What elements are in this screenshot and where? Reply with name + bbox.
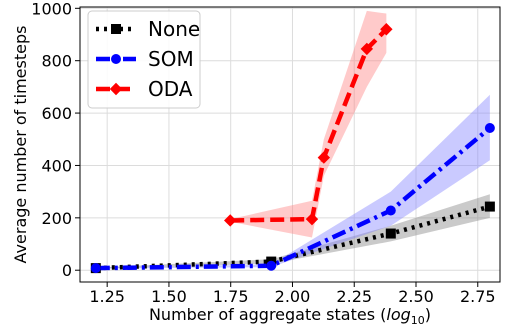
y-tick-label-4: 800 xyxy=(41,52,72,71)
point-som-2 xyxy=(385,205,396,216)
point-oda-0 xyxy=(224,214,237,227)
y-axis-label: Average number of timesteps xyxy=(11,26,30,264)
x-axis-label-unit-sub: 10 xyxy=(411,314,425,326)
legend-marker-oda xyxy=(109,82,123,96)
point-oda-4 xyxy=(380,23,393,36)
legend-label-som: SOM xyxy=(148,47,194,71)
x-axis-label-paren-close: ) xyxy=(425,305,431,324)
y-tick-label-2: 400 xyxy=(41,156,72,175)
band-som xyxy=(95,94,490,269)
y-tick-label-3: 600 xyxy=(41,104,72,123)
series-markers xyxy=(90,23,495,274)
point-oda-2 xyxy=(317,151,331,164)
y-tick-label-1: 200 xyxy=(41,209,72,228)
x-axis-label-unit-base: log xyxy=(386,305,410,324)
x-tick-label-3: 2.00 xyxy=(275,287,311,306)
point-som-1 xyxy=(266,260,277,271)
line-oda xyxy=(230,27,388,223)
x-axis-label-paren-open: ( xyxy=(380,305,386,324)
x-tick-label-1: 1.50 xyxy=(151,287,187,306)
legend-label-none: None xyxy=(148,17,200,41)
point-none-2 xyxy=(385,228,396,239)
legend-marker-som xyxy=(111,54,121,64)
line-som xyxy=(95,126,492,271)
x-axis-label-main: Number of aggregate states xyxy=(149,305,375,324)
point-none-3 xyxy=(484,201,495,212)
point-oda-1 xyxy=(305,212,319,226)
legend-marker-none xyxy=(111,24,121,34)
point-som-3 xyxy=(484,123,495,133)
plot-frame xyxy=(79,6,501,283)
band-oda xyxy=(230,10,387,238)
x-tick-label-0: 1.25 xyxy=(89,287,125,306)
x-tick-label-4: 2.25 xyxy=(336,287,372,306)
x-axis-label: Number of aggregate states (log10) xyxy=(149,305,431,326)
x-ticks: 1.25 1.50 1.75 2.00 2.25 2.50 2.75 xyxy=(89,282,496,306)
x-tick-label-6: 2.75 xyxy=(460,287,496,306)
y-tick-label-5: 1000 xyxy=(31,0,72,18)
point-som-0 xyxy=(90,263,101,274)
legend-label-oda: ODA xyxy=(148,77,193,101)
y-ticks: 0 200 400 600 800 1000 xyxy=(31,0,80,280)
point-oda-3 xyxy=(360,42,374,56)
x-tick-label-5: 2.50 xyxy=(398,287,434,306)
x-tick-label-2: 1.75 xyxy=(213,287,249,306)
legend: None SOM ODA xyxy=(87,10,201,109)
y-tick-label-0: 0 xyxy=(62,261,72,280)
